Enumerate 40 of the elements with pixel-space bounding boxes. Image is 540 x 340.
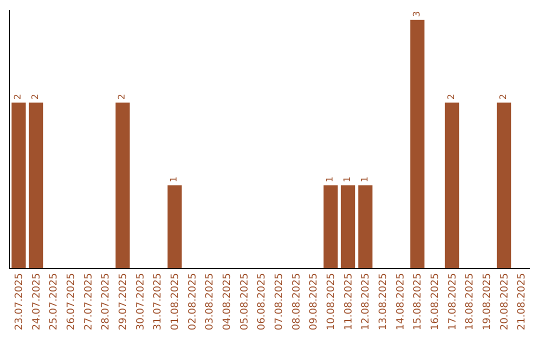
x-tick-label: 28.07.2025 xyxy=(100,273,112,330)
x-tick-label: 16.08.2025 xyxy=(430,273,441,330)
x-tick-label: 11.08.2025 xyxy=(343,273,354,330)
x-tick-label: 14.08.2025 xyxy=(395,273,406,330)
x-tick-label: 06.08.2025 xyxy=(256,273,268,330)
x-tick-label: 27.07.2025 xyxy=(83,273,94,330)
data-label: 2 xyxy=(447,94,457,100)
x-tick-label: 31.07.2025 xyxy=(152,273,164,330)
x-tick-label: 30.07.2025 xyxy=(135,273,146,330)
data-label: 1 xyxy=(326,176,336,182)
x-tick-label: 03.08.2025 xyxy=(204,273,216,330)
data-label: 1 xyxy=(170,176,180,182)
x-tick-label: 19.08.2025 xyxy=(482,273,493,330)
data-label: 2 xyxy=(118,94,128,100)
x-tick-label: 17.08.2025 xyxy=(447,273,458,330)
x-tick-label: 04.08.2025 xyxy=(222,273,233,330)
data-label: 3 xyxy=(412,11,422,17)
x-tick-label: 15.08.2025 xyxy=(412,273,424,330)
data-label: 2 xyxy=(499,94,509,100)
x-tick-label: 20.08.2025 xyxy=(499,273,510,330)
x-tick-label: 29.07.2025 xyxy=(118,273,129,330)
x-tick-label: 26.07.2025 xyxy=(66,273,77,330)
x-tick-label: 25.07.2025 xyxy=(48,273,60,330)
x-tick-label: 02.08.2025 xyxy=(187,273,198,330)
x-tick-label: 21.08.2025 xyxy=(516,273,528,330)
data-label: 1 xyxy=(343,176,353,182)
x-tick-label: 18.08.2025 xyxy=(464,273,476,330)
x-tick-label: 05.08.2025 xyxy=(239,273,250,330)
x-tick-label: 07.08.2025 xyxy=(274,273,285,330)
data-label: 1 xyxy=(360,176,370,182)
data-label: 2 xyxy=(31,94,41,100)
x-tick-label: 12.08.2025 xyxy=(360,273,372,330)
x-tick-label: 08.08.2025 xyxy=(291,273,302,330)
x-tick-label: 01.08.2025 xyxy=(170,273,181,330)
x-tick-label: 09.08.2025 xyxy=(308,273,320,330)
x-tick-label: 10.08.2025 xyxy=(326,273,337,330)
data-label: 2 xyxy=(14,94,24,100)
x-tick-label: 24.07.2025 xyxy=(31,273,42,330)
x-tick-label: 23.07.2025 xyxy=(14,273,25,330)
x-tick-label: 13.08.2025 xyxy=(378,273,389,330)
